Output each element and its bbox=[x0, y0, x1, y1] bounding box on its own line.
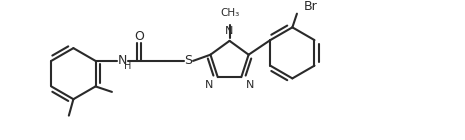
Text: N: N bbox=[118, 54, 127, 67]
Text: H: H bbox=[124, 61, 131, 71]
Text: S: S bbox=[185, 54, 193, 67]
Text: N: N bbox=[205, 80, 213, 90]
Text: N: N bbox=[226, 26, 234, 36]
Text: N: N bbox=[246, 80, 254, 90]
Text: Br: Br bbox=[304, 0, 318, 13]
Text: O: O bbox=[134, 30, 144, 43]
Text: CH₃: CH₃ bbox=[220, 8, 239, 18]
